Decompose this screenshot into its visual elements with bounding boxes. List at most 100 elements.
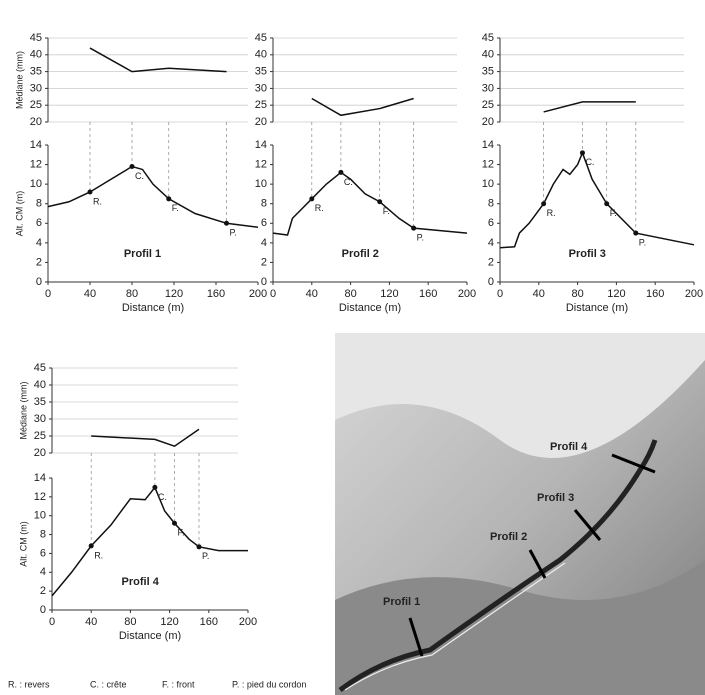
map-label: Profil 3 (537, 492, 574, 504)
y-tick-label: 45 (482, 32, 494, 44)
x-tick-label: 160 (419, 288, 437, 300)
y-tick-label: 35 (34, 396, 46, 408)
point-label: C. (344, 177, 353, 187)
y-tick-label: 0 (40, 604, 46, 616)
x-tick-label: 40 (84, 288, 96, 300)
y-tick-label: 8 (40, 528, 46, 540)
point-label: F. (178, 528, 185, 538)
point (129, 164, 135, 170)
y-tick-label: 6 (36, 217, 42, 229)
x-tick-label: 0 (45, 288, 51, 300)
y-tick-label: 45 (255, 32, 267, 44)
point (152, 484, 158, 490)
y-tick-label: 40 (34, 379, 46, 391)
y-tick-label: 20 (30, 116, 42, 128)
point-label: F. (610, 208, 617, 218)
x-tick-label: 200 (685, 288, 703, 300)
legend-item: R. : revers (8, 679, 50, 689)
y-tick-label: 10 (30, 178, 42, 190)
y-tick-label: 20 (482, 116, 494, 128)
point (411, 225, 417, 231)
y-tick-label: 25 (34, 430, 46, 442)
point-label: C. (135, 171, 144, 181)
y-tick-label: 40 (255, 49, 267, 61)
legend: R. : revers C. : crête F. : front P. : p… (8, 679, 306, 689)
y-tick-label: 8 (261, 198, 267, 210)
legend-item: P. : pied du cordon (232, 679, 306, 689)
map-deep (335, 560, 705, 695)
point-label: F. (172, 203, 179, 213)
data-line (47, 165, 259, 228)
point (224, 220, 229, 226)
y-tick-label: 14 (482, 139, 494, 151)
y-tick-label: 14 (34, 472, 46, 484)
x-tick-label: 200 (458, 288, 476, 300)
x-tick-label: 160 (200, 616, 218, 628)
y-axis-label: Alt. CM (m) (18, 521, 28, 567)
point-label: R. (94, 550, 103, 560)
map-channel (338, 439, 658, 693)
y-tick-label: 30 (255, 82, 267, 94)
y-tick-label: 20 (255, 116, 267, 128)
map-transect (573, 509, 602, 541)
x-tick-label: 80 (124, 616, 136, 628)
y-tick-label: 20 (34, 447, 46, 459)
x-tick-label: 120 (380, 288, 398, 300)
data-line (499, 150, 695, 249)
y-axis-label: Médiane (mm) (14, 51, 24, 109)
y-tick-label: 6 (261, 217, 267, 229)
y-tick-label: 2 (488, 256, 494, 268)
y-tick-label: 4 (36, 237, 42, 249)
x-tick-label: 160 (646, 288, 664, 300)
y-tick-label: 10 (482, 178, 494, 190)
y-tick-label: 6 (488, 217, 494, 229)
x-tick-label: 0 (497, 288, 503, 300)
y-tick-label: 14 (30, 139, 42, 151)
point (377, 199, 383, 205)
point-label: C. (585, 157, 594, 167)
y-tick-label: 10 (255, 178, 267, 190)
y-tick-label: 40 (482, 49, 494, 61)
data-line (311, 97, 414, 117)
x-tick-label: 120 (607, 288, 625, 300)
point (88, 543, 94, 549)
y-tick-label: 8 (488, 198, 494, 210)
data-line (543, 101, 636, 113)
point (309, 196, 315, 202)
y-tick-label: 10 (34, 510, 46, 522)
point (87, 189, 93, 195)
chart-title: Profil 2 (342, 248, 379, 260)
y-tick-label: 35 (482, 66, 494, 78)
y-tick-label: 40 (30, 49, 42, 61)
y-axis-label: Alt. CM (m) (14, 191, 24, 237)
map-shallow (335, 333, 705, 458)
y-tick-label: 12 (30, 158, 42, 170)
data-line (91, 428, 200, 448)
data-line (89, 47, 227, 73)
y-tick-label: 12 (34, 491, 46, 503)
point (172, 520, 177, 526)
x-axis-label: Distance (m) (566, 302, 628, 314)
point (541, 201, 547, 207)
y-tick-label: 30 (482, 82, 494, 94)
point-label: P. (230, 228, 237, 238)
point-label: R. (547, 208, 556, 218)
y-tick-label: 14 (255, 139, 267, 151)
y-tick-label: 6 (40, 547, 46, 559)
y-tick-label: 30 (30, 82, 42, 94)
y-axis-label: Médiane (mm) (18, 381, 28, 439)
point-label: P. (639, 237, 646, 247)
map-label: Profil 1 (383, 596, 420, 608)
x-tick-label: 80 (126, 288, 138, 300)
y-tick-label: 0 (488, 276, 494, 288)
y-tick-label: 0 (261, 276, 267, 288)
y-tick-label: 35 (255, 66, 267, 78)
legend-item: C. : crête (90, 679, 127, 689)
x-tick-label: 160 (207, 288, 225, 300)
map: Profil 1 Profil 2 Profil 3 Profil 4 (335, 333, 705, 695)
y-tick-label: 12 (255, 158, 267, 170)
x-tick-label: 200 (249, 288, 267, 300)
x-tick-label: 40 (306, 288, 318, 300)
x-tick-label: 80 (571, 288, 583, 300)
